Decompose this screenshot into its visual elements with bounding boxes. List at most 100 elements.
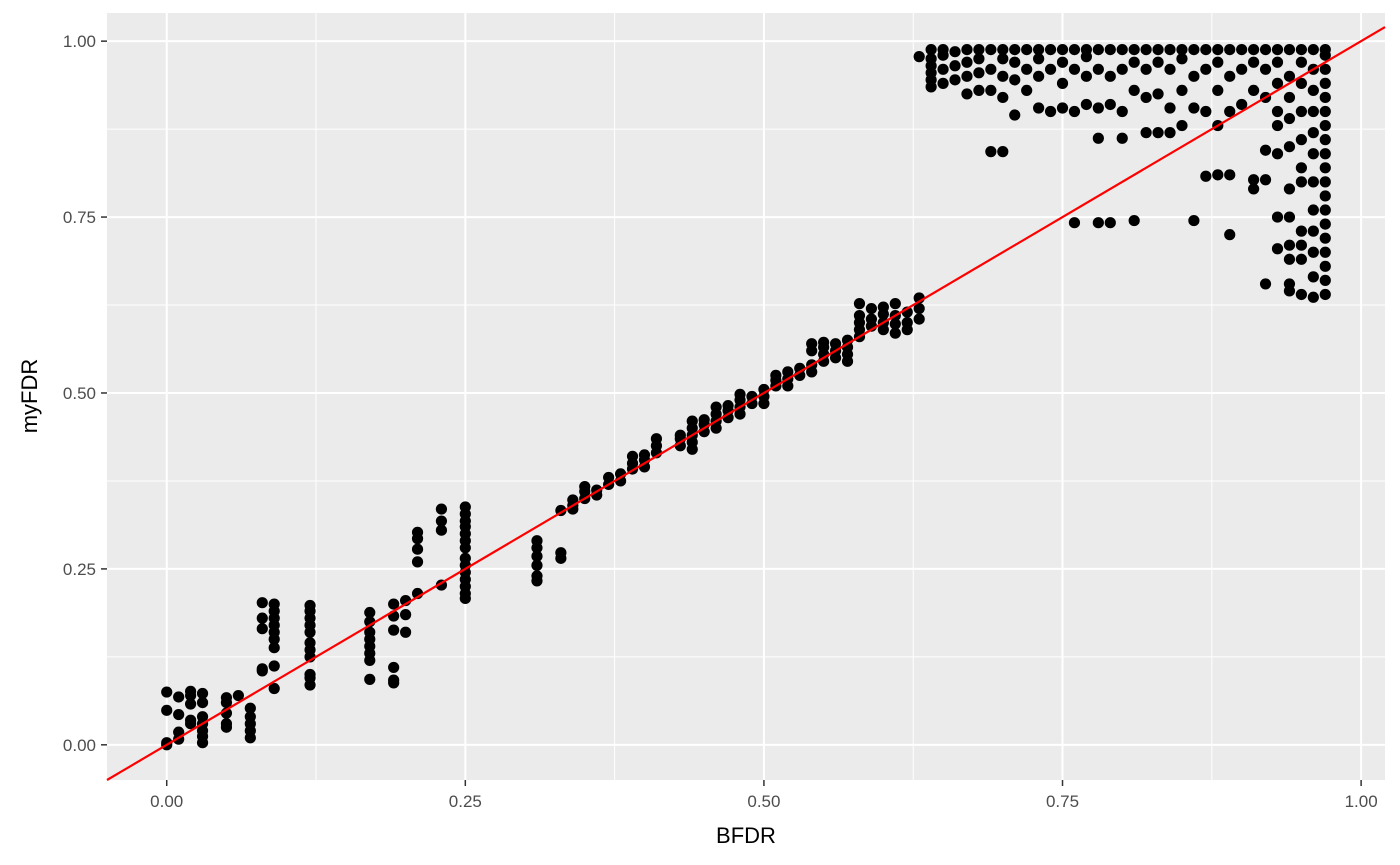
data-point — [1295, 56, 1307, 68]
data-point — [196, 687, 209, 700]
data-point — [650, 433, 663, 445]
data-point — [1319, 190, 1331, 202]
data-point — [1319, 288, 1331, 301]
data-point — [1080, 43, 1093, 56]
data-point — [1224, 43, 1236, 56]
data-point — [722, 400, 734, 412]
data-point — [913, 313, 925, 325]
data-point — [1236, 63, 1248, 75]
data-point — [579, 480, 591, 493]
data-point — [1068, 43, 1081, 56]
data-point — [268, 598, 280, 610]
data-point — [304, 637, 316, 649]
data-point — [531, 559, 543, 571]
data-point — [1248, 56, 1260, 68]
data-point — [734, 388, 746, 400]
data-point — [1236, 43, 1248, 56]
data-point — [1259, 144, 1272, 156]
data-point — [1080, 70, 1093, 82]
data-point — [173, 691, 185, 703]
data-point — [1009, 43, 1021, 56]
data-point — [1259, 278, 1272, 290]
data-point — [949, 74, 961, 86]
data-point — [985, 146, 997, 158]
data-point — [1200, 43, 1212, 56]
data-point — [674, 429, 686, 441]
data-point — [1164, 63, 1176, 75]
data-point — [626, 450, 639, 462]
data-point — [1271, 148, 1284, 160]
data-point — [1188, 70, 1200, 82]
data-point — [818, 336, 830, 348]
panel-background — [107, 13, 1385, 780]
data-point — [185, 714, 197, 726]
data-point — [1259, 174, 1272, 186]
data-point — [949, 46, 961, 58]
x-tick-label: 0.00 — [150, 792, 183, 811]
data-point — [1319, 218, 1331, 230]
data-point — [889, 318, 901, 330]
data-point — [1307, 204, 1319, 216]
data-point — [1283, 183, 1296, 195]
data-point — [1319, 91, 1331, 104]
data-point — [1009, 56, 1021, 68]
data-point — [1140, 43, 1152, 56]
data-point — [1021, 43, 1033, 56]
data-point — [256, 623, 268, 635]
data-point — [961, 70, 973, 82]
data-point — [364, 673, 376, 685]
data-point — [1283, 239, 1296, 251]
data-point — [1044, 105, 1057, 118]
data-point — [1319, 260, 1331, 272]
data-point — [435, 503, 448, 515]
data-point — [865, 313, 878, 325]
data-point — [411, 526, 424, 538]
data-point — [1319, 148, 1331, 160]
data-point — [1176, 43, 1188, 56]
data-point — [829, 338, 842, 350]
x-tick-label: 0.75 — [1046, 792, 1079, 811]
data-point — [1140, 63, 1152, 75]
data-point — [1295, 105, 1307, 118]
data-point — [1104, 43, 1116, 56]
data-point — [1307, 148, 1319, 160]
data-point — [196, 696, 209, 709]
data-point — [256, 612, 268, 624]
data-point — [459, 552, 471, 564]
data-point — [388, 661, 400, 674]
data-point — [399, 609, 412, 621]
data-point — [1128, 214, 1140, 227]
data-point — [531, 570, 543, 582]
data-point — [806, 338, 818, 350]
data-point — [1033, 102, 1045, 114]
data-point — [1056, 77, 1069, 89]
data-point — [1116, 43, 1128, 56]
data-point — [937, 43, 949, 56]
data-point — [997, 146, 1009, 158]
data-point — [1104, 98, 1116, 111]
data-point — [1283, 112, 1296, 125]
data-point — [985, 84, 997, 97]
data-point — [256, 663, 268, 675]
axes: 0.00 0.25 0.50 0.75 1.00 0.00 0.25 0.50 0.75 1.00 — [63, 32, 1378, 811]
data-point — [1295, 43, 1307, 56]
data-point — [555, 547, 567, 559]
data-point — [1152, 56, 1164, 68]
data-point — [1224, 229, 1236, 241]
data-point — [388, 624, 400, 636]
data-point — [1212, 56, 1224, 68]
data-point — [531, 550, 543, 562]
data-point — [973, 43, 985, 56]
data-point — [1307, 271, 1319, 283]
data-point — [1319, 246, 1331, 258]
data-point — [1319, 204, 1331, 216]
data-point — [1271, 243, 1284, 255]
data-point — [1068, 63, 1081, 75]
data-point — [1319, 119, 1331, 132]
data-point — [244, 711, 256, 723]
grid-lines — [107, 13, 1385, 780]
data-point — [531, 535, 543, 547]
data-point — [973, 53, 985, 65]
data-point — [1104, 70, 1116, 82]
data-point — [1259, 43, 1272, 56]
